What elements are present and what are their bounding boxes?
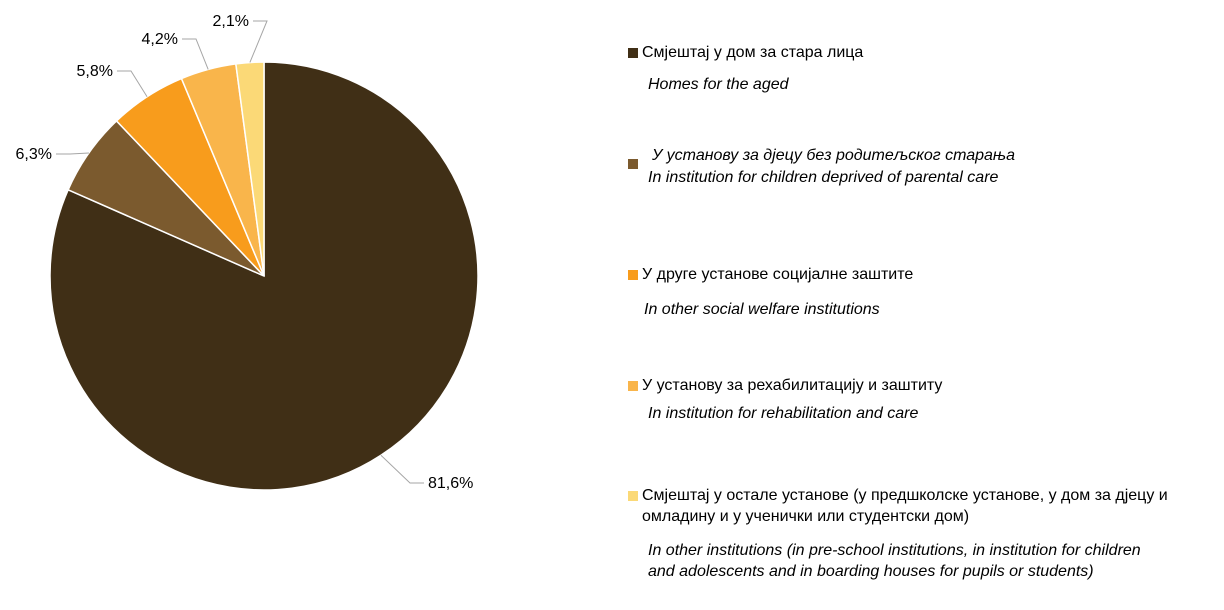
legend-swatch [628, 381, 638, 391]
legend-label-en: In institution for rehabilitation and ca… [648, 405, 919, 422]
legend-swatch [628, 159, 638, 169]
legend-label-en: In other social welfare institutions [644, 301, 880, 318]
legend-label: Смјештај у дом за стара лица [642, 44, 864, 61]
legend-label: Смјештај у остале установе (у предшколск… [642, 487, 1168, 525]
legend-label: У установу за дјецу без родитељског стар… [652, 147, 1016, 164]
legend-label: У установу за рехабилитацију и заштиту [642, 377, 943, 394]
leader-line [249, 20, 268, 63]
legend-swatch [628, 491, 638, 501]
legend-label-en: In other institutions (in pre-school ins… [648, 542, 1141, 580]
pie-chart: 81,6% 6,3% 5,8% 4,2% 2,1% [16, 13, 479, 492]
leader-line [182, 38, 209, 70]
data-label: 6,3% [16, 146, 52, 163]
data-label: 4,2% [142, 31, 178, 48]
legend-label-en: Homes for the aged [648, 76, 789, 93]
legend-swatch [628, 48, 638, 58]
pie-slice [235, 61, 265, 277]
leader-line [56, 152, 89, 155]
legend-swatch [628, 270, 638, 280]
data-label: 5,8% [77, 63, 113, 80]
data-label: 81,6% [428, 475, 473, 492]
data-label: 2,1% [213, 13, 249, 30]
leader-line [117, 70, 148, 98]
leader-line [380, 454, 424, 484]
legend-label: У друге установе социјалне заштите [642, 266, 914, 283]
legend-label-en: In institution for children deprived of … [648, 169, 999, 186]
